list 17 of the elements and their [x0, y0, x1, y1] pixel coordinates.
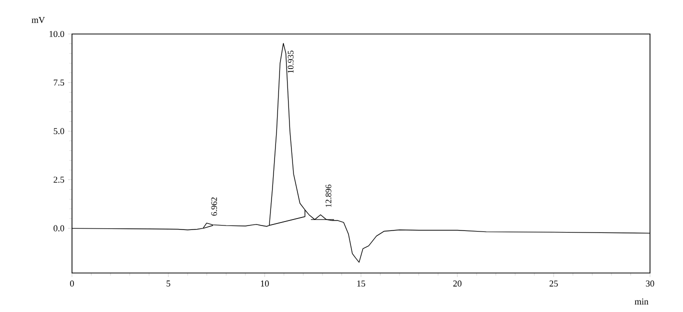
annotation: 10.935 [288, 50, 294, 73]
x-tick-label: 25 [550, 280, 558, 287]
x-tick-label: 0 [70, 280, 74, 287]
annotation: 6.962 [211, 197, 218, 216]
y-tick-label: 2.5 [54, 176, 64, 183]
y-tick-label: 0.0 [54, 225, 64, 232]
y-axis-title: mV [32, 16, 45, 24]
y-tick-label: 5.0 [54, 128, 64, 134]
x-tick-label: 10 [260, 280, 269, 287]
annotation: 12.896 [326, 184, 332, 207]
x-tick-label: 5 [166, 280, 170, 286]
y-tick-label: 7.5 [54, 80, 64, 86]
x-tick-label: 15 [357, 280, 366, 287]
x-tick-label: 20 [453, 280, 462, 287]
x-axis-title: min [634, 298, 648, 304]
y-tick-label: 10.0 [50, 30, 64, 38]
x-tick-label: 30 [646, 280, 654, 287]
